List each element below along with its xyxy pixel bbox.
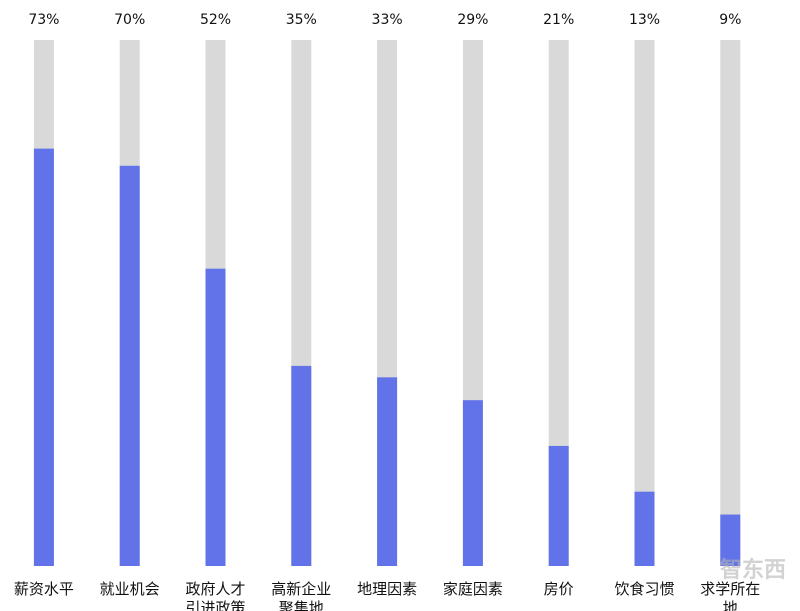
- x-tick-label: 求学所在地: [700, 580, 761, 611]
- bar: [462, 400, 483, 566]
- x-tick-label: 政府人才引进政策: [185, 580, 246, 611]
- bar: [720, 514, 741, 566]
- bar: [205, 268, 226, 566]
- track: [548, 40, 569, 566]
- value-label: 9%: [719, 12, 742, 28]
- value-label: 52%: [199, 12, 232, 28]
- value-label: 35%: [285, 12, 317, 28]
- bar: [119, 165, 140, 567]
- x-tick-label: 薪资水平: [13, 580, 74, 598]
- value-label: 70%: [114, 12, 146, 28]
- value-label: 73%: [28, 12, 60, 28]
- x-tick-label: 饮食习惯: [614, 580, 675, 598]
- watermark: 智东西: [720, 558, 787, 583]
- value-label: 29%: [457, 12, 489, 28]
- track: [634, 40, 655, 566]
- bar: [291, 365, 312, 566]
- x-tick-label: 高新企业聚集地: [271, 580, 332, 611]
- track: [720, 40, 741, 566]
- x-tick-label: 地理因素: [357, 580, 418, 598]
- bar: [377, 377, 398, 566]
- value-label: 33%: [371, 12, 403, 28]
- value-label: 21%: [543, 12, 575, 28]
- bar: [33, 148, 54, 566]
- x-tick-label: 家庭因素: [442, 580, 503, 598]
- x-tick-label: 房价: [543, 580, 574, 598]
- bar: [548, 445, 569, 566]
- value-label: 13%: [628, 12, 661, 28]
- bar: [634, 491, 655, 566]
- x-tick-label: 就业机会: [99, 580, 160, 598]
